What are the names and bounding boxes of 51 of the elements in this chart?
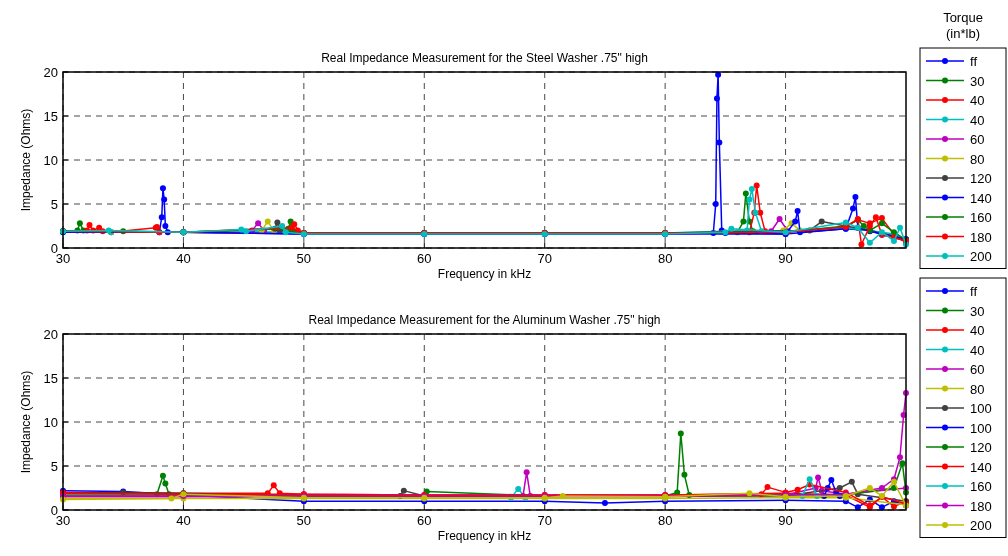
y-tick-label: 10 [43,415,58,430]
x-tick-label: 80 [657,251,673,266]
legend-label: 40 [970,323,985,338]
legend-label: 200 [970,518,992,533]
x-tick-label: 80 [657,513,673,528]
legend-label: 180 [970,229,992,245]
legend-label: 100 [970,420,992,436]
y-tick-label: 10 [43,153,58,168]
legend-label: 80 [970,151,985,167]
y-tick-label: 5 [50,197,58,212]
y-tick-label: 15 [43,371,58,386]
y-axis-title: Impedance (Ohms) [19,370,33,474]
x-axis-title: Frequency in kHz [437,529,532,543]
legend-label: 40 [970,112,985,128]
legend-title: Torque (in*lb) [943,10,983,41]
legend-label: 160 [970,479,992,494]
y-tick-label: 15 [43,109,58,124]
legend-label: 60 [970,362,985,377]
legend-label: 160 [970,210,992,225]
x-tick-label: 60 [417,251,432,266]
y-tick-label: 5 [50,459,58,474]
legend-label: 120 [970,171,992,186]
x-tick-label: 50 [296,513,312,528]
legend-label: 60 [970,132,985,147]
legend-label: ff [970,284,978,299]
legend-label: 80 [970,381,985,397]
chart-title: Real Impedance Measurement for the Steel Washer .75" high [321,51,648,65]
x-tick-label: 70 [537,251,552,266]
x-tick-label: 40 [176,251,191,266]
legend-label: 30 [970,73,985,89]
chart-title: Real Impedance Measurement for the Aluminum Washer .75" high [308,313,661,327]
x-tick-label: 90 [778,513,793,528]
legend-label: 100 [970,401,992,416]
legend-label: 140 [970,190,992,206]
legend-label: 180 [970,498,992,514]
x-tick-label: 90 [778,251,793,266]
legend-label: 200 [970,249,992,264]
y-tick-label: 20 [43,327,58,342]
legend-label: ff [970,54,978,69]
x-tick-label: 40 [176,513,191,528]
x-tick-label: 50 [296,251,312,266]
x-tick-label: 70 [537,513,552,528]
x-tick-label: 60 [417,513,432,528]
y-axis-title: Impedance (Ohms) [19,108,33,212]
legend-label: 40 [970,342,985,358]
legend-label: 120 [970,440,992,455]
x-axis-title: Frequency in kHz [437,267,532,281]
legend-label: 140 [970,459,992,475]
legend-label: 40 [970,93,985,108]
y-tick-label: 20 [43,65,58,80]
legend-label: 30 [970,303,985,319]
